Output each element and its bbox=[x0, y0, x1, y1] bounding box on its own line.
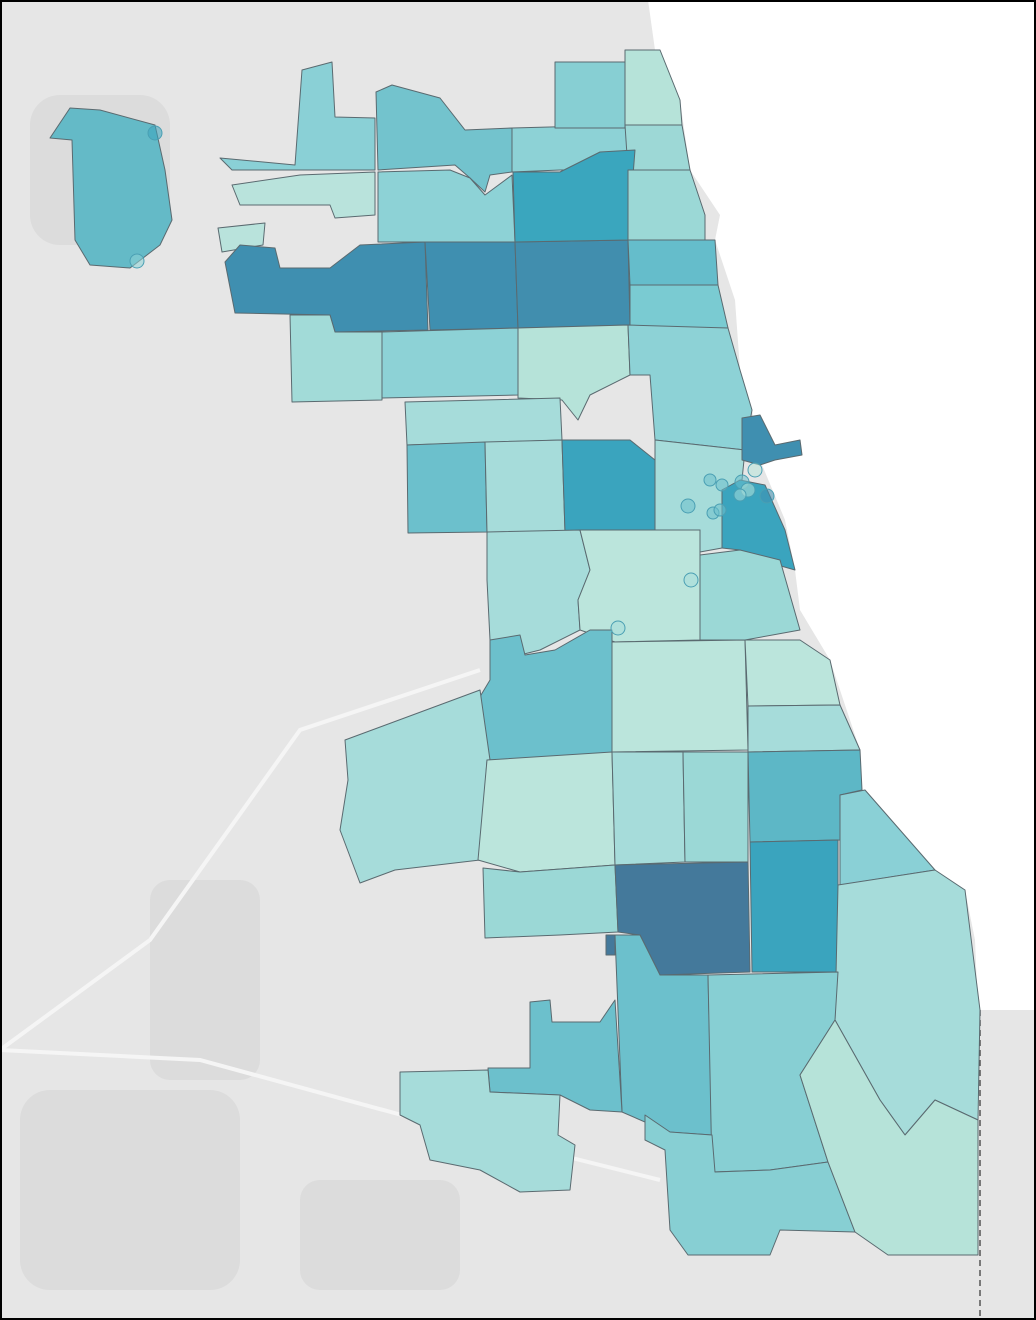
lake-michigan bbox=[648, 0, 1036, 1010]
point bbox=[610, 620, 626, 636]
terrain-patch bbox=[150, 880, 260, 1080]
point bbox=[713, 503, 727, 517]
area bbox=[624, 49, 683, 126]
area bbox=[747, 704, 861, 753]
area bbox=[799, 1019, 979, 1256]
area bbox=[49, 107, 173, 269]
area bbox=[484, 439, 566, 533]
area bbox=[339, 689, 491, 884]
area bbox=[217, 222, 266, 253]
point bbox=[715, 478, 729, 492]
terrain-patch bbox=[20, 1090, 240, 1290]
point bbox=[759, 488, 775, 504]
point bbox=[703, 473, 717, 487]
area bbox=[611, 751, 686, 866]
area bbox=[624, 124, 691, 171]
area bbox=[514, 239, 631, 329]
highway bbox=[0, 668, 481, 1052]
area bbox=[744, 639, 841, 707]
point bbox=[147, 125, 163, 141]
area bbox=[219, 61, 376, 171]
area bbox=[482, 864, 619, 939]
community-areas bbox=[49, 49, 981, 1256]
point-markers bbox=[129, 125, 775, 636]
area bbox=[375, 84, 513, 193]
area bbox=[231, 171, 376, 219]
area bbox=[381, 327, 519, 399]
area bbox=[577, 529, 701, 643]
area bbox=[627, 239, 719, 286]
area bbox=[605, 934, 616, 956]
area bbox=[424, 241, 519, 331]
area bbox=[554, 61, 626, 129]
area bbox=[512, 149, 636, 243]
area bbox=[682, 751, 749, 863]
point bbox=[680, 498, 696, 514]
terrain-patch bbox=[300, 1180, 460, 1290]
area bbox=[561, 439, 656, 533]
area bbox=[404, 397, 563, 446]
point bbox=[683, 572, 699, 588]
area bbox=[399, 1069, 576, 1193]
point bbox=[747, 462, 763, 478]
area bbox=[644, 1114, 856, 1256]
area bbox=[477, 751, 616, 873]
area bbox=[749, 839, 839, 973]
point bbox=[733, 488, 747, 502]
area bbox=[377, 169, 516, 243]
area bbox=[487, 999, 623, 1113]
point bbox=[129, 253, 145, 269]
area bbox=[629, 284, 729, 329]
area bbox=[627, 169, 706, 241]
area bbox=[406, 441, 488, 534]
area bbox=[611, 639, 749, 753]
area bbox=[699, 549, 801, 641]
area bbox=[741, 414, 803, 466]
